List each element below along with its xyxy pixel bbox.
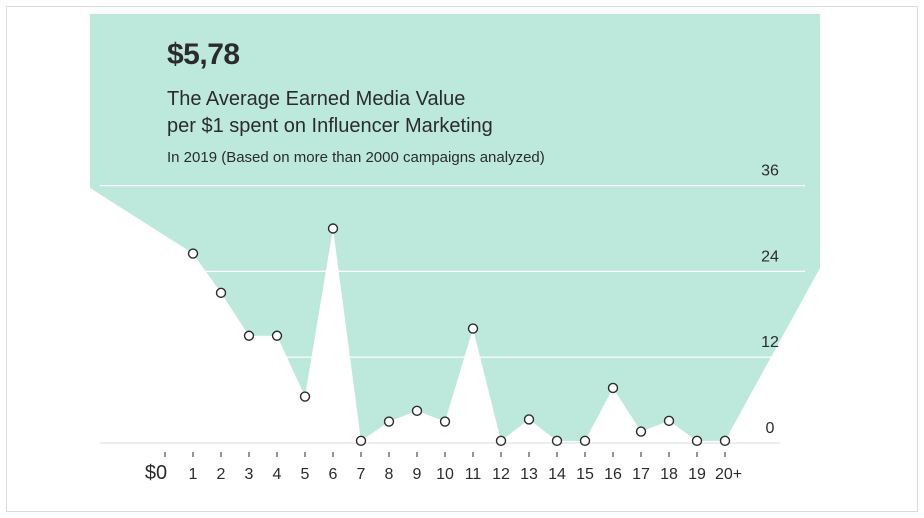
x-tick-label: $0 — [145, 462, 167, 484]
x-tick-label: 2 — [217, 466, 226, 483]
y-tick-label: 24 — [761, 248, 779, 265]
data-point — [355, 435, 367, 447]
title-line-1: The Average Earned Media Value — [167, 88, 466, 110]
x-tick-label: 5 — [301, 466, 310, 483]
data-point — [635, 426, 647, 437]
data-point — [271, 330, 283, 341]
x-tick-label: 13 — [520, 466, 538, 483]
x-tick-label: 10 — [436, 466, 454, 483]
x-tick-label: 4 — [273, 466, 282, 483]
x-tick-label: 15 — [576, 466, 594, 483]
data-point — [523, 414, 535, 425]
chart-subtitle: In 2019 (Based on more than 2000 campaig… — [167, 149, 545, 166]
frame-border — [6, 6, 918, 512]
y-tick-label: 12 — [761, 334, 779, 351]
data-point — [579, 435, 591, 447]
x-tick-label: 17 — [632, 466, 650, 483]
x-tick-label: 6 — [329, 466, 338, 483]
data-point — [215, 287, 227, 299]
data-points — [187, 223, 731, 447]
x-tick-label: 9 — [413, 466, 422, 483]
y-tick-label: 36 — [761, 163, 779, 180]
data-point — [243, 330, 255, 341]
data-point — [439, 416, 451, 427]
x-tick-label: 19 — [688, 466, 706, 483]
data-point — [467, 323, 479, 334]
x-tick-label: 7 — [357, 466, 366, 483]
data-point — [411, 405, 423, 417]
data-point — [719, 435, 731, 447]
headline-value: $5,78 — [167, 38, 240, 71]
x-tick-label: 11 — [465, 466, 482, 483]
data-point — [299, 391, 311, 402]
x-tick-label: 14 — [548, 466, 566, 483]
data-point — [383, 416, 395, 427]
x-tick-label: 18 — [660, 466, 678, 483]
x-tick-label: 16 — [604, 466, 622, 483]
y-tick-labels: 0 12 24 36 — [761, 163, 779, 437]
area-fill — [90, 14, 820, 441]
x-tick-label: 12 — [492, 466, 510, 483]
title-line-2: per $1 spent on Influencer Marketing — [167, 115, 493, 137]
data-point — [187, 248, 199, 259]
x-tick-label: 1 — [189, 466, 198, 483]
gridlines — [100, 185, 805, 444]
data-point — [495, 435, 507, 447]
data-point — [607, 382, 619, 394]
data-point — [327, 223, 339, 234]
data-point — [663, 415, 675, 427]
x-tick-label: 8 — [385, 466, 394, 483]
chart-title: The Average Earned Media Value per $1 sp… — [167, 86, 493, 140]
data-point — [551, 435, 563, 447]
x-tick-label: 20+ — [715, 466, 742, 483]
y-tick-label: 0 — [766, 420, 775, 437]
x-axis: $0 1 2 3 4 5 6 7 8 9 10 11 12 13 14 15 16 17 18 19 20+ — [145, 452, 742, 484]
x-tick-label: 3 — [245, 466, 254, 483]
data-point — [691, 435, 703, 447]
